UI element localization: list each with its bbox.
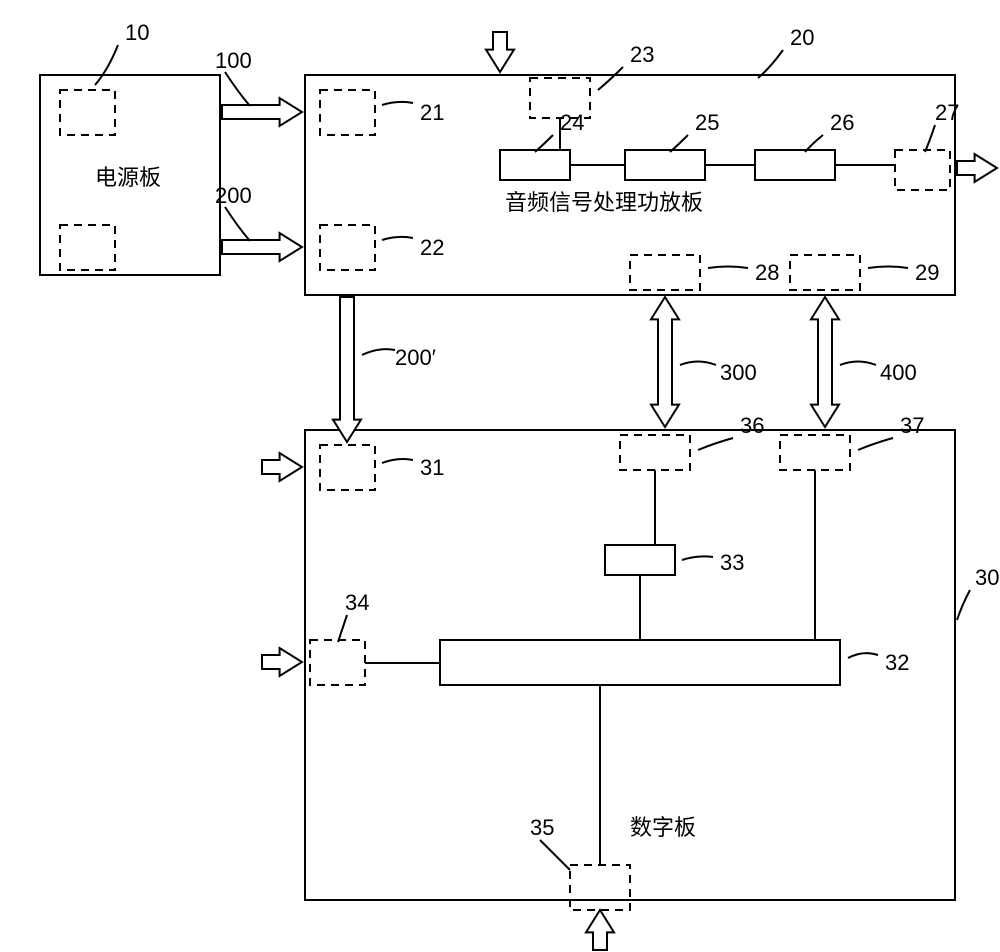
label-L200: 200 bbox=[215, 183, 252, 208]
arrow-a31in bbox=[262, 453, 302, 481]
label-L10: 10 bbox=[125, 20, 149, 45]
module-s25 bbox=[625, 150, 705, 180]
leader-L31 bbox=[382, 459, 413, 463]
port-p29 bbox=[790, 255, 860, 290]
label-Lpower: 电源板 bbox=[95, 165, 161, 190]
arrow-a200 bbox=[222, 233, 302, 261]
label-L200p: 200′ bbox=[395, 345, 436, 370]
label-L32: 32 bbox=[885, 650, 909, 675]
label-L36: 36 bbox=[740, 413, 764, 438]
label-L28: 28 bbox=[755, 260, 779, 285]
leader-L33 bbox=[682, 556, 713, 560]
leader-L36 bbox=[698, 438, 733, 450]
leader-L34 bbox=[338, 615, 347, 642]
leader-L21 bbox=[382, 102, 413, 105]
leader-L100 bbox=[225, 72, 250, 106]
port-p37 bbox=[780, 435, 850, 470]
arrow-a35in bbox=[586, 910, 614, 950]
arrow-a27out bbox=[957, 154, 997, 182]
diagram-canvas: 10 100 200 20 21 22 23 24 25 26 27 28 29 200′ 300 400 31… bbox=[0, 0, 1000, 952]
leader-L32 bbox=[848, 653, 878, 658]
leader-L30 bbox=[957, 590, 970, 620]
leader-L20 bbox=[758, 50, 783, 78]
label-L23: 23 bbox=[630, 42, 654, 67]
leader-L29 bbox=[868, 267, 908, 269]
arrow-a200p bbox=[333, 297, 361, 442]
label-L26: 26 bbox=[830, 110, 854, 135]
label-L29: 29 bbox=[915, 260, 939, 285]
leader-L23 bbox=[598, 67, 623, 90]
leader-L400 bbox=[840, 362, 876, 366]
leader-L200p bbox=[362, 349, 395, 355]
port-p27 bbox=[895, 150, 950, 190]
port-p35 bbox=[570, 865, 630, 910]
label-L30: 30 bbox=[975, 565, 999, 590]
label-L300: 300 bbox=[720, 360, 757, 385]
leader-L37 bbox=[858, 438, 893, 450]
leader-L10 bbox=[95, 45, 118, 85]
leader-L27 bbox=[925, 125, 935, 152]
label-L37: 37 bbox=[900, 413, 924, 438]
port-p31 bbox=[320, 445, 375, 490]
port-p10b bbox=[60, 225, 115, 270]
arrow-a300 bbox=[651, 297, 679, 427]
arrow-a400 bbox=[811, 297, 839, 427]
wire-p23-s24 bbox=[500, 118, 560, 150]
label-L34: 34 bbox=[345, 590, 369, 615]
label-L22: 22 bbox=[420, 235, 444, 260]
label-Ldigital: 数字板 bbox=[630, 815, 696, 840]
label-L25: 25 bbox=[695, 110, 719, 135]
label-L33: 33 bbox=[720, 550, 744, 575]
arrow-a23in bbox=[486, 32, 514, 72]
port-p22 bbox=[320, 225, 375, 270]
port-p28 bbox=[630, 255, 700, 290]
label-L27: 27 bbox=[935, 100, 959, 125]
label-L24: 24 bbox=[560, 110, 584, 135]
label-L35: 35 bbox=[530, 815, 554, 840]
module-s24 bbox=[500, 150, 570, 180]
module-s26 bbox=[755, 150, 835, 180]
leader-L35 bbox=[540, 840, 570, 870]
label-L31: 31 bbox=[420, 455, 444, 480]
port-p36 bbox=[620, 435, 690, 470]
leader-L200 bbox=[225, 207, 250, 241]
module-s32 bbox=[440, 640, 840, 685]
label-L21: 21 bbox=[420, 100, 444, 125]
label-Laudio: 音频信号处理功放板 bbox=[505, 190, 703, 215]
port-p10a bbox=[60, 90, 115, 135]
label-L100: 100 bbox=[215, 48, 252, 73]
label-L20: 20 bbox=[790, 25, 814, 50]
arrow-a100 bbox=[222, 98, 302, 126]
leader-L22 bbox=[382, 237, 413, 240]
leader-L28 bbox=[708, 267, 748, 269]
arrow-a34in bbox=[262, 648, 302, 676]
label-L400: 400 bbox=[880, 360, 917, 385]
module-s33 bbox=[605, 545, 675, 575]
leader-L300 bbox=[680, 362, 716, 366]
port-p34 bbox=[310, 640, 365, 685]
port-p21 bbox=[320, 90, 375, 135]
